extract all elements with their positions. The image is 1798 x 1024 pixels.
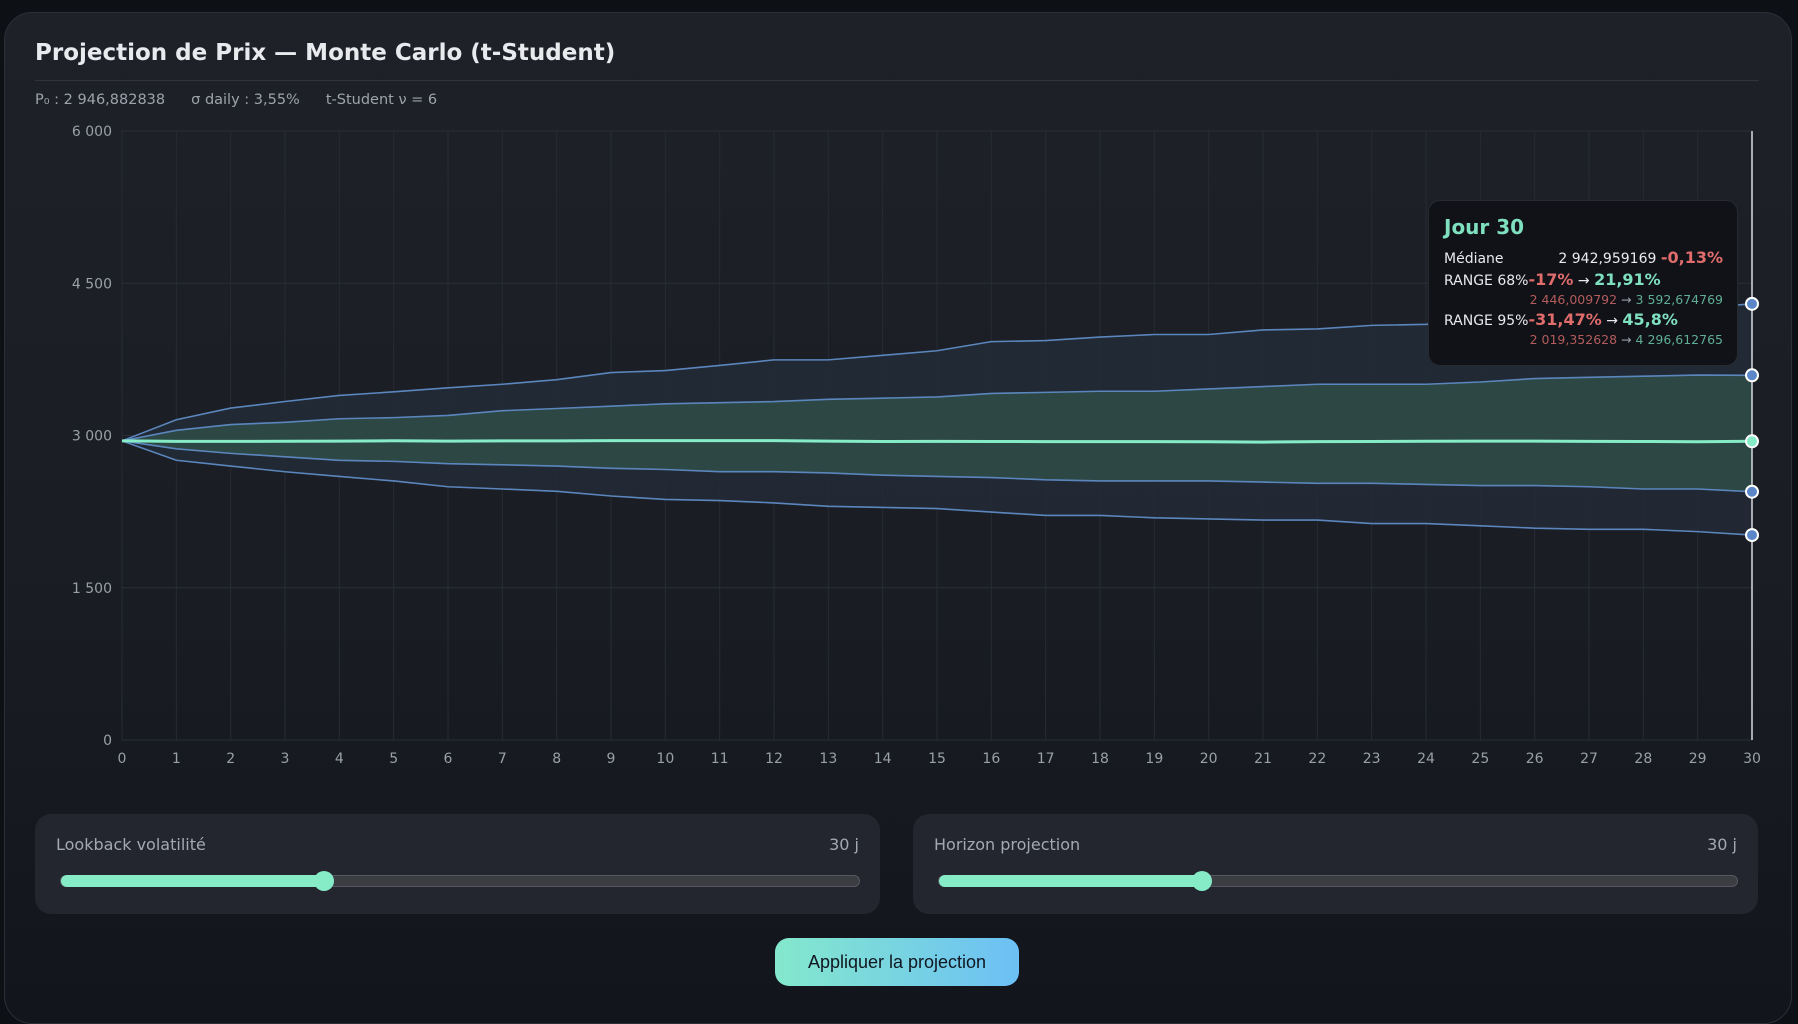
- range95-low-pct: -31,47%: [1528, 310, 1602, 329]
- x-tick-label: 13: [819, 751, 837, 767]
- x-tick-label: 0: [118, 751, 127, 767]
- horizon-slider[interactable]: [938, 871, 1738, 891]
- range95-high-pct: 45,8%: [1622, 310, 1678, 329]
- y-tick-label: 4 500: [72, 276, 112, 292]
- range95-high: 4 296,612765: [1635, 332, 1723, 347]
- band-line: [121, 440, 1753, 493]
- band-line: [121, 374, 1753, 442]
- lookback-label: Lookback volatilité: [56, 835, 206, 854]
- range68-high-pct: 21,91%: [1594, 270, 1661, 289]
- horizon-panel: Horizon projection 30 j: [913, 814, 1758, 914]
- tooltip-title: Jour 30: [1444, 215, 1525, 239]
- sigma-stat: σ daily : 3,55%: [191, 92, 300, 108]
- x-tick-label: 3: [281, 751, 290, 767]
- median-line: [121, 439, 1753, 444]
- range95-label: RANGE 95%: [1444, 313, 1529, 329]
- median-label: Médiane: [1444, 251, 1504, 267]
- arrow-icon: →: [1606, 313, 1618, 329]
- tooltip-range95-row: RANGE 95% -31,47% → 45,8%: [1444, 310, 1723, 332]
- x-tick-label: 9: [607, 751, 616, 767]
- median-change: -0,13%: [1660, 248, 1723, 267]
- x-tick-label: 27: [1580, 751, 1598, 767]
- header-divider: [35, 80, 1759, 81]
- x-tick-label: 29: [1689, 751, 1707, 767]
- band-line: [121, 440, 1753, 536]
- page-title: Projection de Prix — Monte Carlo (t-Stud…: [35, 40, 616, 66]
- x-tick-label: 25: [1471, 751, 1489, 767]
- horizon-label: Horizon projection: [934, 835, 1081, 854]
- horizon-slider-fill: [939, 875, 1203, 887]
- lookback-slider-thumb[interactable]: [314, 871, 335, 891]
- x-tick-label: 16: [982, 751, 1000, 767]
- distribution-stat: t-Student ν = 6: [325, 92, 438, 108]
- x-tick-label: 12: [765, 751, 783, 767]
- x-tick-label: 11: [711, 751, 729, 767]
- data-point-marker: [1745, 484, 1759, 499]
- x-tick-label: 23: [1363, 751, 1381, 767]
- lookback-slider[interactable]: [60, 871, 860, 891]
- x-tick-label: 6: [444, 751, 453, 767]
- range68-low: 2 446,009792: [1529, 292, 1618, 307]
- arrow-icon: →: [1621, 292, 1632, 307]
- x-tick-label: 17: [1037, 751, 1055, 767]
- x-tick-label: 10: [656, 751, 674, 767]
- y-tick-label: 0: [103, 733, 112, 749]
- tooltip-range68-values: 2 446,009792 → 3 592,674769: [1444, 292, 1723, 310]
- tooltip-range68-row: RANGE 68% -17% → 21,91%: [1444, 270, 1723, 292]
- x-tick-label: 26: [1526, 751, 1544, 767]
- chart-tooltip: Jour 30 Médiane 2 942,959169 -0,13% RANG…: [1428, 200, 1738, 366]
- x-tick-label: 28: [1634, 751, 1652, 767]
- y-tick-label: 1 500: [72, 581, 112, 597]
- y-tick-label: 3 000: [72, 429, 112, 445]
- data-point-marker: [1745, 368, 1759, 383]
- y-tick-label: 6 000: [72, 124, 112, 140]
- tooltip-range95-values: 2 019,352628 → 4 296,612765: [1444, 332, 1723, 350]
- horizon-slider-thumb[interactable]: [1192, 871, 1213, 891]
- x-tick-label: 1: [172, 751, 181, 767]
- band-68: [122, 375, 1752, 492]
- x-tick-label: 22: [1308, 751, 1326, 767]
- range95-low: 2 019,352628: [1529, 332, 1618, 347]
- tooltip-median-row: Médiane 2 942,959169 -0,13%: [1444, 248, 1723, 270]
- x-tick-label: 7: [498, 751, 507, 767]
- x-tick-label: 15: [928, 751, 946, 767]
- range68-high: 3 592,674769: [1635, 292, 1723, 307]
- x-tick-label: 21: [1254, 751, 1272, 767]
- lookback-slider-fill: [61, 875, 325, 887]
- x-tick-label: 24: [1417, 751, 1435, 767]
- data-point-marker: [1745, 434, 1759, 449]
- x-tick-label: 14: [874, 751, 892, 767]
- x-tick-label: 5: [389, 751, 398, 767]
- lookback-value: 30 j: [829, 835, 859, 854]
- stats-bar: P₀ : 2 946,882838 σ daily : 3,55% t-Stud…: [35, 92, 437, 108]
- arrow-icon: →: [1577, 273, 1590, 289]
- x-tick-label: 8: [552, 751, 561, 767]
- x-tick-label: 4: [335, 751, 344, 767]
- data-point-marker: [1745, 528, 1759, 543]
- median-value: 2 942,959169: [1558, 251, 1657, 267]
- p0-stat: P₀ : 2 946,882838: [35, 92, 166, 108]
- x-tick-label: 19: [1145, 751, 1163, 767]
- range68-label: RANGE 68%: [1444, 273, 1529, 289]
- lookback-panel: Lookback volatilité 30 j: [35, 814, 880, 914]
- apply-projection-button[interactable]: Appliquer la projection: [775, 938, 1019, 986]
- x-tick-label: 20: [1200, 751, 1218, 767]
- x-tick-label: 30: [1743, 751, 1761, 767]
- x-tick-label: 2: [226, 751, 235, 767]
- arrow-icon: →: [1621, 332, 1632, 347]
- data-point-marker: [1745, 296, 1759, 311]
- x-tick-label: 18: [1091, 751, 1109, 767]
- horizon-value: 30 j: [1707, 835, 1737, 854]
- range68-low-pct: -17%: [1528, 270, 1574, 289]
